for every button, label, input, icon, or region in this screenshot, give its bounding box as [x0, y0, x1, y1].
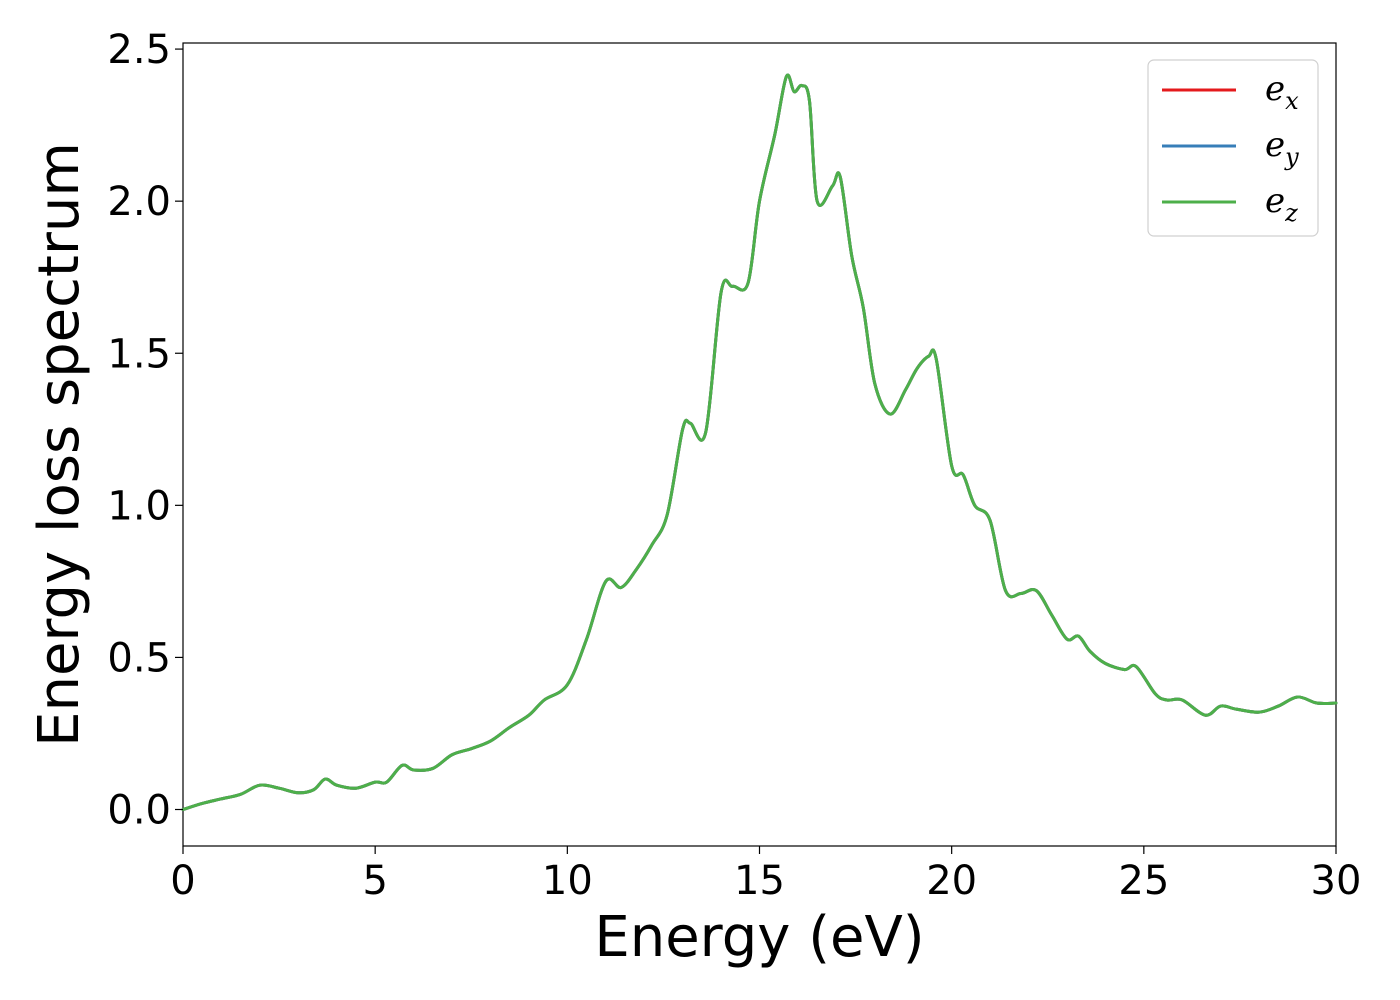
x-tick-label: 10 — [542, 858, 593, 904]
legend-box — [1147, 59, 1319, 237]
y-tick-label: 2.5 — [107, 27, 171, 73]
x-axis-ticks: 0 5 10 15 20 25 30 — [170, 846, 1361, 904]
series-line-ez — [181, 73, 1338, 811]
x-tick-label: 20 — [926, 858, 977, 904]
y-axis-ticks: 0.0 0.5 1.0 1.5 2.0 2.5 — [107, 27, 183, 834]
y-tick-label: 0.0 — [107, 788, 171, 834]
y-axis-title: Energy loss spectrum — [27, 142, 92, 747]
legend-label-subscript: y — [1284, 143, 1299, 171]
y-tick-label: 1.0 — [107, 483, 171, 529]
legend-label-subscript: z — [1284, 199, 1298, 227]
x-tick-label: 30 — [1311, 858, 1362, 904]
legend-label-z: ez — [1265, 181, 1298, 227]
y-tick-label: 0.5 — [107, 635, 171, 681]
x-tick-label: 5 — [362, 858, 387, 904]
legend-label-base: e — [1265, 125, 1285, 165]
legend-label-y: ey — [1265, 125, 1299, 171]
x-tick-label: 25 — [1118, 858, 1169, 904]
y-tick-label: 2.0 — [107, 179, 171, 225]
y-tick-label: 1.5 — [107, 331, 171, 377]
legend-label-subscript: x — [1285, 87, 1299, 115]
x-tick-label: 0 — [170, 858, 195, 904]
x-axis-title: Energy (eV) — [594, 905, 924, 970]
x-tick-label: 15 — [734, 858, 785, 904]
legend-label-base: e — [1265, 69, 1285, 109]
legend-label-base: e — [1265, 181, 1285, 221]
series-layer — [181, 73, 1338, 811]
legend-label-x: ex — [1265, 69, 1299, 115]
